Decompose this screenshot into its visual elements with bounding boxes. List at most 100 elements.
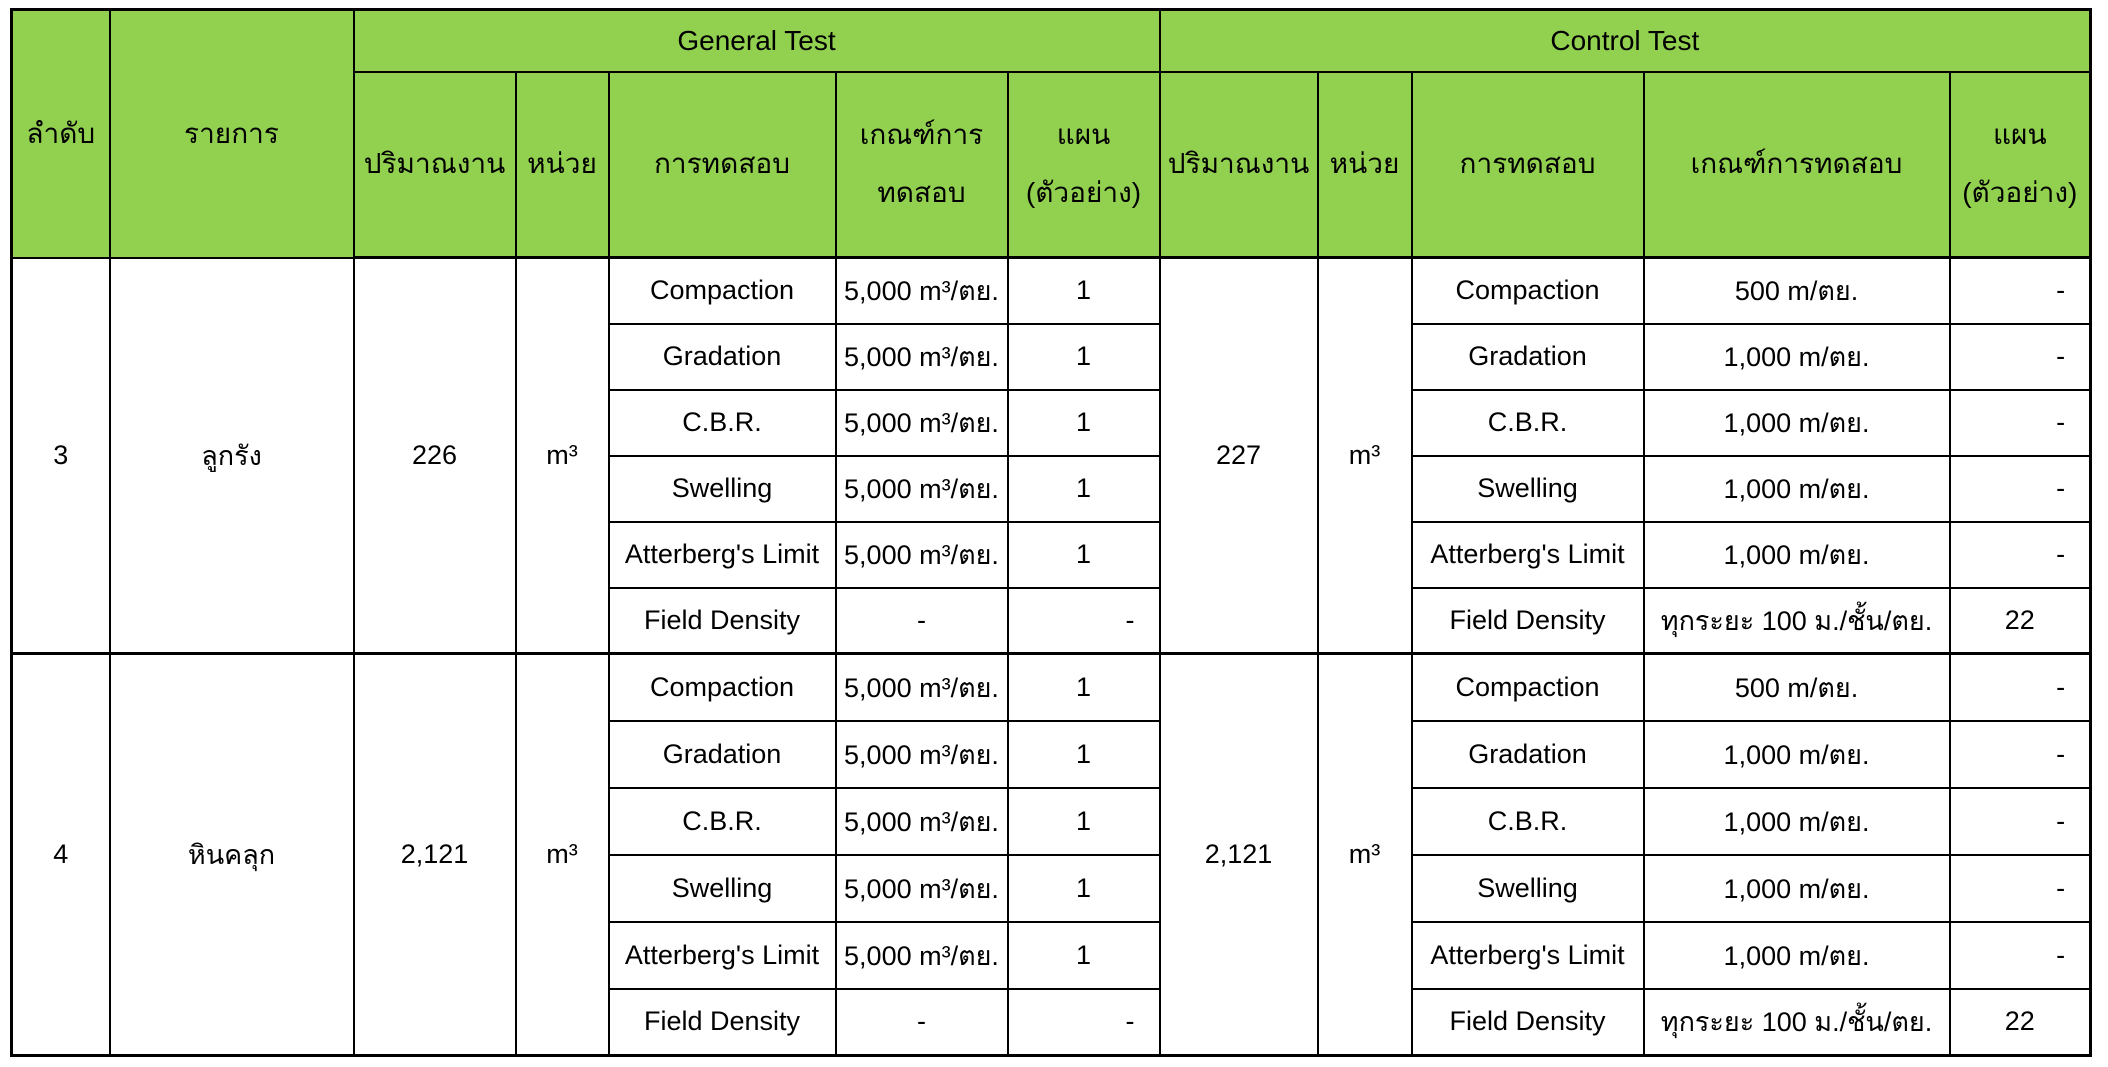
header-control-plan-line1: แผน — [1993, 119, 2047, 151]
material-test-plan-table: ลำดับ รายการ General Test Control Test ป… — [10, 8, 2093, 1057]
header-general-quantity: ปริมาณงาน — [352, 70, 517, 259]
general-plan-cell: 1 — [1006, 388, 1161, 457]
item-name-cell: หินคลุก — [108, 652, 355, 1057]
control-criteria-cell: 1,000 m/ตย. — [1642, 719, 1951, 789]
control-plan-cell: - — [1948, 786, 2092, 856]
header-general-plan-line2: (ตัวอย่าง) — [1025, 177, 1142, 209]
control-test-name-cell: C.B.R. — [1410, 786, 1645, 856]
general-plan-cell: 1 — [1006, 454, 1161, 523]
general-criteria-cell: 5,000 m³/ตย. — [834, 520, 1009, 589]
header-control-criteria: เกณฑ์การทดสอบ — [1642, 70, 1951, 259]
header-control-test-group: Control Test — [1158, 8, 2092, 73]
general-test-name-cell: Gradation — [607, 719, 837, 789]
table-row: Swelling 5,000 m³/ตย. 1 Swelling 1,000 m… — [12, 853, 2092, 923]
general-quantity-cell: 2,121 — [352, 652, 517, 1057]
control-criteria-cell: 1,000 m/ตย. — [1642, 454, 1951, 523]
general-plan-cell: 1 — [1006, 719, 1161, 789]
table-header: ลำดับ รายการ General Test Control Test ป… — [10, 8, 2092, 259]
control-test-name-cell: Atterberg's Limit — [1410, 920, 1645, 990]
header-general-test: การทดสอบ — [607, 70, 837, 259]
general-criteria-cell: 5,000 m³/ตย. — [834, 322, 1009, 391]
header-control-plan-line2: (ตัวอย่าง) — [1962, 177, 2078, 209]
general-test-name-cell: C.B.R. — [607, 786, 837, 856]
header-general-criteria-line2: ทดสอบ — [877, 177, 966, 209]
general-test-name-cell: C.B.R. — [607, 388, 837, 457]
header-general-criteria-line1: เกณฑ์การ — [859, 119, 984, 151]
header-general-plan-line1: แผน — [1056, 119, 1111, 151]
general-plan-cell: 1 — [1006, 322, 1161, 391]
row-number-cell: 4 — [10, 652, 111, 1057]
control-test-name-cell: Swelling — [1410, 454, 1645, 523]
control-criteria-cell: 1,000 m/ตย. — [1642, 920, 1951, 990]
control-test-name-cell: Gradation — [1410, 719, 1645, 789]
header-control-quantity: ปริมาณงาน — [1158, 70, 1319, 259]
table-row: 3 ลูกรัง 226 m³ Compaction 5,000 m³/ตย. … — [10, 256, 2092, 655]
general-plan-cell: - — [1006, 586, 1161, 655]
control-criteria-cell: 1,000 m/ตย. — [1642, 853, 1951, 923]
header-control-plan: แผน (ตัวอย่าง) — [1948, 70, 2092, 259]
control-quantity-cell: 2,121 — [1158, 652, 1319, 1057]
group-header-row: ลำดับ รายการ General Test Control Test — [10, 8, 2092, 259]
general-unit-cell: m³ — [514, 652, 610, 1057]
general-criteria-cell: 5,000 m³/ตย. — [834, 920, 1009, 990]
general-plan-cell: 1 — [1006, 520, 1161, 589]
header-general-unit: หน่วย — [514, 70, 610, 259]
control-criteria-cell: 500 m/ตย. — [1642, 256, 1951, 325]
header-general-test-group: General Test — [352, 8, 1161, 73]
control-criteria-cell: 500 m/ตย. — [1642, 652, 1951, 722]
general-criteria-cell: - — [834, 987, 1009, 1057]
control-unit-cell: m³ — [1316, 256, 1413, 655]
header-control-unit: หน่วย — [1316, 70, 1413, 259]
control-test-name-cell: Swelling — [1410, 853, 1645, 923]
general-test-name-cell: Atterberg's Limit — [607, 520, 837, 589]
control-test-name-cell: Field Density — [1410, 586, 1645, 655]
control-plan-cell: - — [1948, 853, 2092, 923]
general-test-name-cell: Field Density — [607, 586, 837, 655]
control-plan-cell: - — [1948, 920, 2092, 990]
control-test-name-cell: C.B.R. — [1410, 388, 1645, 457]
general-quantity-cell: 226 — [352, 256, 517, 655]
table-row: Gradation 5,000 m³/ตย. 1 Gradation 1,000… — [12, 719, 2092, 789]
control-criteria-cell: 1,000 m/ตย. — [1642, 388, 1951, 457]
control-plan-cell: 22 — [1948, 586, 2092, 655]
control-test-name-cell: Compaction — [1410, 256, 1645, 325]
control-plan-cell: - — [1948, 322, 2092, 391]
general-criteria-cell: 5,000 m³/ตย. — [834, 786, 1009, 856]
control-plan-cell: - — [1948, 388, 2092, 457]
control-quantity-cell: 227 — [1158, 256, 1319, 655]
table-row: Atterberg's Limit 5,000 m³/ตย. 1 Atterbe… — [12, 920, 2092, 990]
general-plan-cell: 1 — [1006, 652, 1161, 722]
header-general-criteria: เกณฑ์การ ทดสอบ — [834, 70, 1009, 259]
control-plan-cell: - — [1948, 652, 2092, 722]
table-row: C.B.R. 5,000 m³/ตย. 1 C.B.R. 1,000 m/ตย.… — [12, 388, 2092, 457]
general-criteria-cell: 5,000 m³/ตย. — [834, 454, 1009, 523]
general-test-name-cell: Compaction — [607, 652, 837, 722]
general-test-name-cell: Swelling — [607, 454, 837, 523]
header-item: รายการ — [108, 8, 355, 259]
control-test-name-cell: Gradation — [1410, 322, 1645, 391]
general-test-name-cell: Compaction — [607, 256, 837, 325]
general-test-name-cell: Field Density — [607, 987, 837, 1057]
control-plan-cell: - — [1948, 719, 2092, 789]
table-row: Swelling 5,000 m³/ตย. 1 Swelling 1,000 m… — [12, 454, 2092, 523]
general-plan-cell: - — [1006, 987, 1161, 1057]
item-name-cell: ลูกรัง — [108, 256, 355, 655]
table-row: Gradation 5,000 m³/ตย. 1 Gradation 1,000… — [12, 322, 2092, 391]
control-criteria-cell: ทุกระยะ 100 ม./ชั้น/ตย. — [1642, 586, 1951, 655]
general-test-name-cell: Swelling — [607, 853, 837, 923]
general-plan-cell: 1 — [1006, 920, 1161, 990]
general-criteria-cell: 5,000 m³/ตย. — [834, 719, 1009, 789]
control-unit-cell: m³ — [1316, 652, 1413, 1057]
table-row: C.B.R. 5,000 m³/ตย. 1 C.B.R. 1,000 m/ตย.… — [12, 786, 2092, 856]
table-row: Field Density - - Field Density ทุกระยะ … — [12, 586, 2092, 655]
general-plan-cell: 1 — [1006, 256, 1161, 325]
general-plan-cell: 1 — [1006, 853, 1161, 923]
control-plan-cell: - — [1948, 454, 2092, 523]
control-plan-cell: - — [1948, 520, 2092, 589]
control-plan-cell: 22 — [1948, 987, 2092, 1057]
general-unit-cell: m³ — [514, 256, 610, 655]
table-row: Field Density - - Field Density ทุกระยะ … — [12, 987, 2092, 1057]
general-criteria-cell: 5,000 m³/ตย. — [834, 652, 1009, 722]
control-criteria-cell: 1,000 m/ตย. — [1642, 322, 1951, 391]
header-no: ลำดับ — [10, 8, 111, 259]
